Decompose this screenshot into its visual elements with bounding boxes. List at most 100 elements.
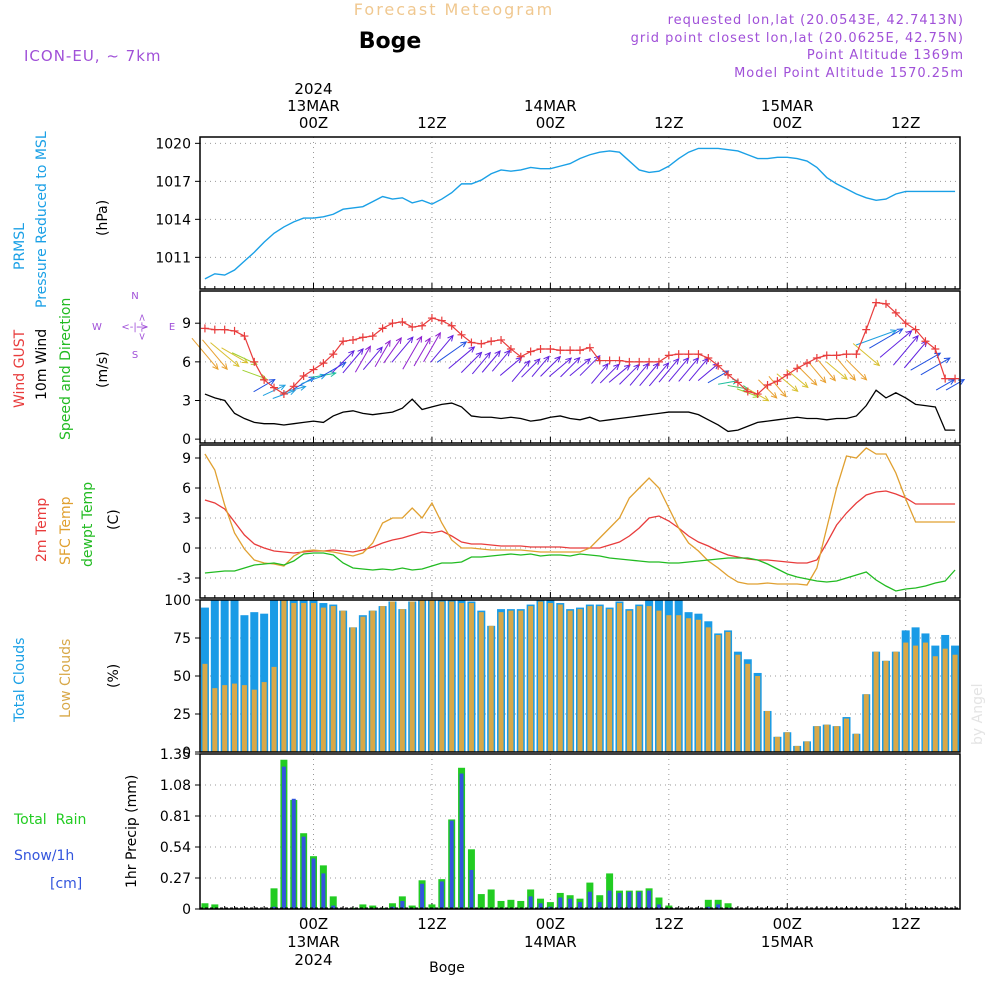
wind-arrow xyxy=(521,358,541,378)
wind-arrow xyxy=(430,335,454,363)
y-tick-label: 1020 xyxy=(155,136,191,152)
gust-marker xyxy=(437,316,446,325)
wind-arrow xyxy=(354,346,371,373)
wind-arrow xyxy=(892,335,919,366)
low-cloud-bar xyxy=(518,610,524,752)
low-cloud-bar xyxy=(350,627,356,752)
wind-arrow-head xyxy=(810,379,818,386)
snow-bar xyxy=(587,891,592,909)
gust-marker xyxy=(783,370,792,379)
wind-arrow xyxy=(869,328,903,349)
low-cloud-bar xyxy=(715,634,721,752)
time-label-bottom: 15MAR xyxy=(761,933,814,951)
gust-marker xyxy=(220,325,229,334)
wind-arrow-head xyxy=(873,359,881,367)
gust-marker xyxy=(803,359,812,368)
time-label-bottom: 00Z xyxy=(536,915,565,933)
low-cloud-bar xyxy=(281,600,287,752)
snow-bar xyxy=(597,902,602,909)
rain-bar xyxy=(655,897,663,909)
low-cloud-bar xyxy=(370,610,376,752)
wind-arrow-head xyxy=(329,370,337,378)
low-cloud-bar xyxy=(893,651,899,752)
y-tick-label: 1014 xyxy=(155,212,191,228)
low-cloud-bar xyxy=(607,609,613,752)
gust-marker xyxy=(881,299,890,308)
gridpoint-coords: grid point closest lon,lat (20.0625E, 42… xyxy=(631,31,964,46)
y-tick-label: 25 xyxy=(173,707,191,723)
snow-bar xyxy=(716,904,721,909)
wind-arrow-head xyxy=(584,358,592,365)
low-cloud-bar xyxy=(745,663,751,752)
wind-arrow-head xyxy=(299,384,307,391)
total-cloud-bar xyxy=(230,600,239,752)
wind-arrow xyxy=(331,350,355,373)
time-label-top: 13MAR xyxy=(287,97,340,115)
time-label-top: 12Z xyxy=(654,114,683,132)
panel-frame xyxy=(199,136,961,290)
wind-arrow xyxy=(511,360,530,383)
wind-arrow xyxy=(221,347,248,364)
chart-title: Forecast Meteogram xyxy=(354,0,554,19)
time-label-top: 14MAR xyxy=(524,97,577,115)
model-label: ICON-EU, ~ 7km xyxy=(24,47,162,65)
low-cloud-bar xyxy=(251,689,257,752)
wind-arrow-head xyxy=(849,374,856,381)
low-cloud-bar xyxy=(360,616,366,752)
wind-arrow xyxy=(619,364,640,385)
y-tick-label: 75 xyxy=(173,631,191,647)
rain-bar xyxy=(487,889,495,909)
wind-arrow xyxy=(402,336,423,370)
gust-marker xyxy=(793,364,802,373)
wind-arrow xyxy=(481,350,501,373)
low-cloud-bar xyxy=(468,603,474,752)
low-cloud-bar xyxy=(765,710,771,752)
snow-bar xyxy=(449,820,454,909)
wind-arrow xyxy=(383,337,402,364)
wind-arrow xyxy=(191,337,219,370)
wind-labels: Wind GUST 10m Wind Speed and Direction (… xyxy=(12,291,175,440)
wind-arrow-head xyxy=(494,350,501,357)
wind-arrow xyxy=(879,330,912,358)
dewpt-line xyxy=(204,552,956,592)
wind-arrow-head xyxy=(533,358,541,365)
y-tick-label: 1017 xyxy=(155,174,191,190)
y-tick-label: 0 xyxy=(182,541,191,557)
rain-bar xyxy=(270,888,278,909)
wind-arrow xyxy=(845,359,867,381)
wind-arrow xyxy=(945,379,965,391)
snow-bar xyxy=(617,892,622,909)
low-cloud-bar xyxy=(804,741,810,752)
wind-arrow-head xyxy=(365,345,371,353)
low-cloud-bar xyxy=(449,601,455,752)
gust-marker xyxy=(684,350,693,359)
wind-arrow xyxy=(903,340,928,369)
low-cloud-bar xyxy=(488,625,494,752)
gust-marker xyxy=(733,378,742,387)
gust-marker xyxy=(852,350,861,359)
low-cloud-bar xyxy=(261,682,267,752)
wind-arrow xyxy=(837,358,856,381)
y-tick-label: 100 xyxy=(164,593,191,609)
gust-marker xyxy=(240,332,249,341)
gust-marker xyxy=(664,351,673,360)
snow-bar xyxy=(578,902,582,909)
gust-marker xyxy=(891,308,900,317)
low-cloud-bar xyxy=(913,645,919,752)
wind-arrow xyxy=(608,364,631,383)
time-label-top: 15MAR xyxy=(761,97,814,115)
low-clouds-label: Low Clouds xyxy=(58,639,74,718)
low-cloud-bar xyxy=(232,683,238,752)
y-tick-label: 0 xyxy=(182,745,191,761)
rain-bar xyxy=(388,903,396,909)
wind-arrow xyxy=(697,363,719,381)
gust-marker xyxy=(506,344,515,353)
wind-arrow-head xyxy=(484,351,492,359)
rain-bar xyxy=(497,900,505,909)
low-cloud-bar xyxy=(873,651,879,752)
gust-marker xyxy=(704,353,713,362)
low-cloud-bar xyxy=(301,603,307,752)
rain-bar xyxy=(369,905,377,909)
wind-arrow-head xyxy=(896,328,904,335)
rain-bar xyxy=(665,905,673,909)
